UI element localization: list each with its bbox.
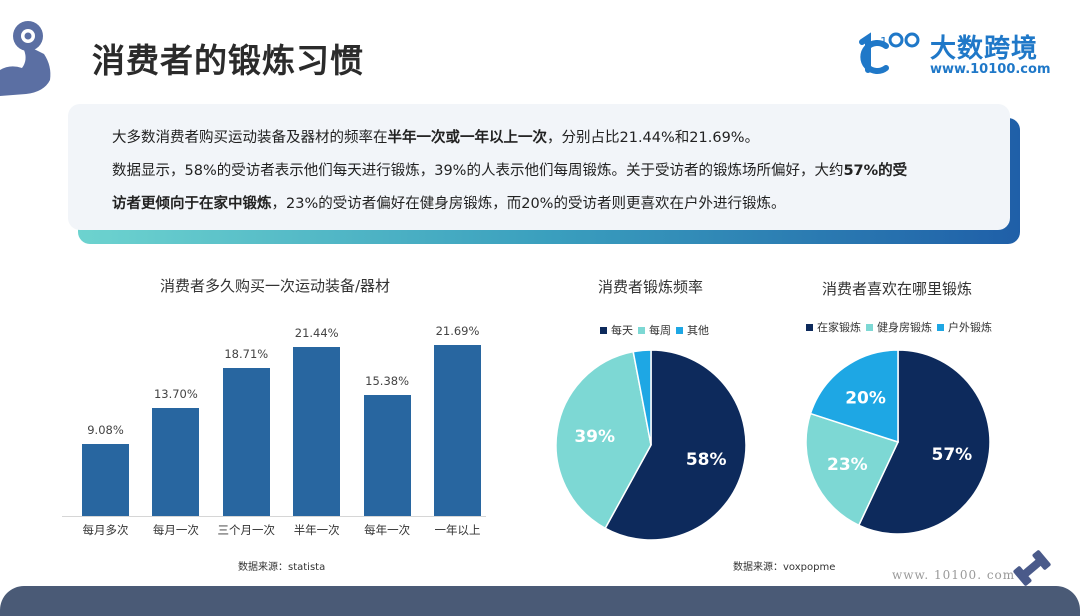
pie-value-label: 23% [827, 455, 868, 475]
bar-category-label: 三个月一次 [217, 523, 276, 537]
bar [82, 444, 129, 516]
pie-slice [809, 350, 899, 444]
pie-frequency-legend: 每天 每周 其他 [600, 322, 714, 338]
pie-slice [806, 412, 900, 527]
flexed-arm-dumbbell-icon [0, 21, 51, 96]
pie-location-chart: 57% 23% 20% [806, 350, 990, 534]
pie-frequency-chart: 58% 39% [556, 350, 746, 540]
bar-value-label: 21.69% [435, 323, 480, 338]
pie-slice [857, 350, 990, 534]
legend-item-other: 其他 [676, 322, 709, 338]
brand-url: www.10100.com [930, 62, 1051, 77]
brand-logo: 1 大数跨境 www.10100.com [856, 28, 1056, 84]
bar-chart-source: 数据来源：statista [238, 562, 326, 573]
bar [222, 368, 270, 516]
bar [363, 394, 411, 516]
footer-bar [0, 586, 1080, 616]
watermark-url: www. 10100. com [892, 568, 1016, 582]
pie-slice [556, 350, 652, 530]
pie-location-legend: 在家锻炼 健身房锻炼 户外锻炼 [806, 319, 997, 335]
summary-line-1: 大多数消费者购买运动装备及器材的频率在半年一次或一年以上一次，分别占比21.44… [112, 130, 760, 146]
bar-category-label: 每月多次 [82, 523, 129, 537]
pie-location-title: 消费者喜欢在哪里锻炼 [822, 280, 973, 298]
pie-chart-source: 数据来源：voxpopme [733, 562, 836, 573]
pie-frequency-title: 消费者锻炼频率 [598, 278, 704, 296]
bar-value-label: 13.70% [153, 386, 198, 401]
pie-slice [632, 350, 652, 446]
pie-value-label: 39% [574, 427, 615, 447]
bar-category-label: 半年一次 [293, 523, 340, 537]
summary-line-2: 数据显示，58%的受访者表示他们每天进行锻炼，39%的人表示他们每周锻炼。关于受… [112, 163, 908, 179]
pie-value-label: 58% [686, 450, 727, 470]
legend-item-weekly: 每周 [638, 322, 671, 338]
dumbbell-icon [1013, 550, 1051, 586]
svg-text:1: 1 [880, 35, 888, 49]
pie-value-label: 20% [845, 388, 886, 408]
bar-chart-title: 消费者多久购买一次运动装备/器材 [160, 277, 391, 295]
bar [293, 346, 341, 516]
summary-box: 大多数消费者购买运动装备及器材的频率在半年一次或一年以上一次，分别占比21.44… [68, 104, 1010, 230]
legend-item-home: 在家锻炼 [806, 319, 861, 335]
summary-line-3: 访者更倾向于在家中锻炼，23%的受访者偏好在健身房锻炼，而20%的受访者则更喜欢… [112, 196, 786, 212]
bar [152, 407, 200, 516]
legend-item-daily: 每天 [600, 322, 633, 338]
legend-item-outdoor: 户外锻炼 [937, 319, 992, 335]
bar-value-label: 21.44% [294, 325, 339, 340]
bar-value-label: 9.08% [87, 423, 124, 438]
pie-slice [604, 350, 746, 540]
bar [434, 344, 481, 516]
bar-category-label: 一年以上 [434, 523, 481, 537]
bar-category-label: 每月一次 [152, 523, 199, 537]
bar-category-label: 每年一次 [364, 523, 411, 537]
pie-value-label: 57% [932, 445, 973, 465]
bar-value-label: 18.71% [224, 347, 269, 362]
brand-name: 大数跨境 [930, 34, 1039, 64]
bar-value-label: 15.38% [365, 373, 410, 388]
page-title: 消费者的锻炼习惯 [92, 41, 364, 80]
brand-10100-icon: 1 [859, 32, 920, 74]
bar-chart-axis [62, 516, 486, 517]
legend-item-gym: 健身房锻炼 [866, 319, 932, 335]
